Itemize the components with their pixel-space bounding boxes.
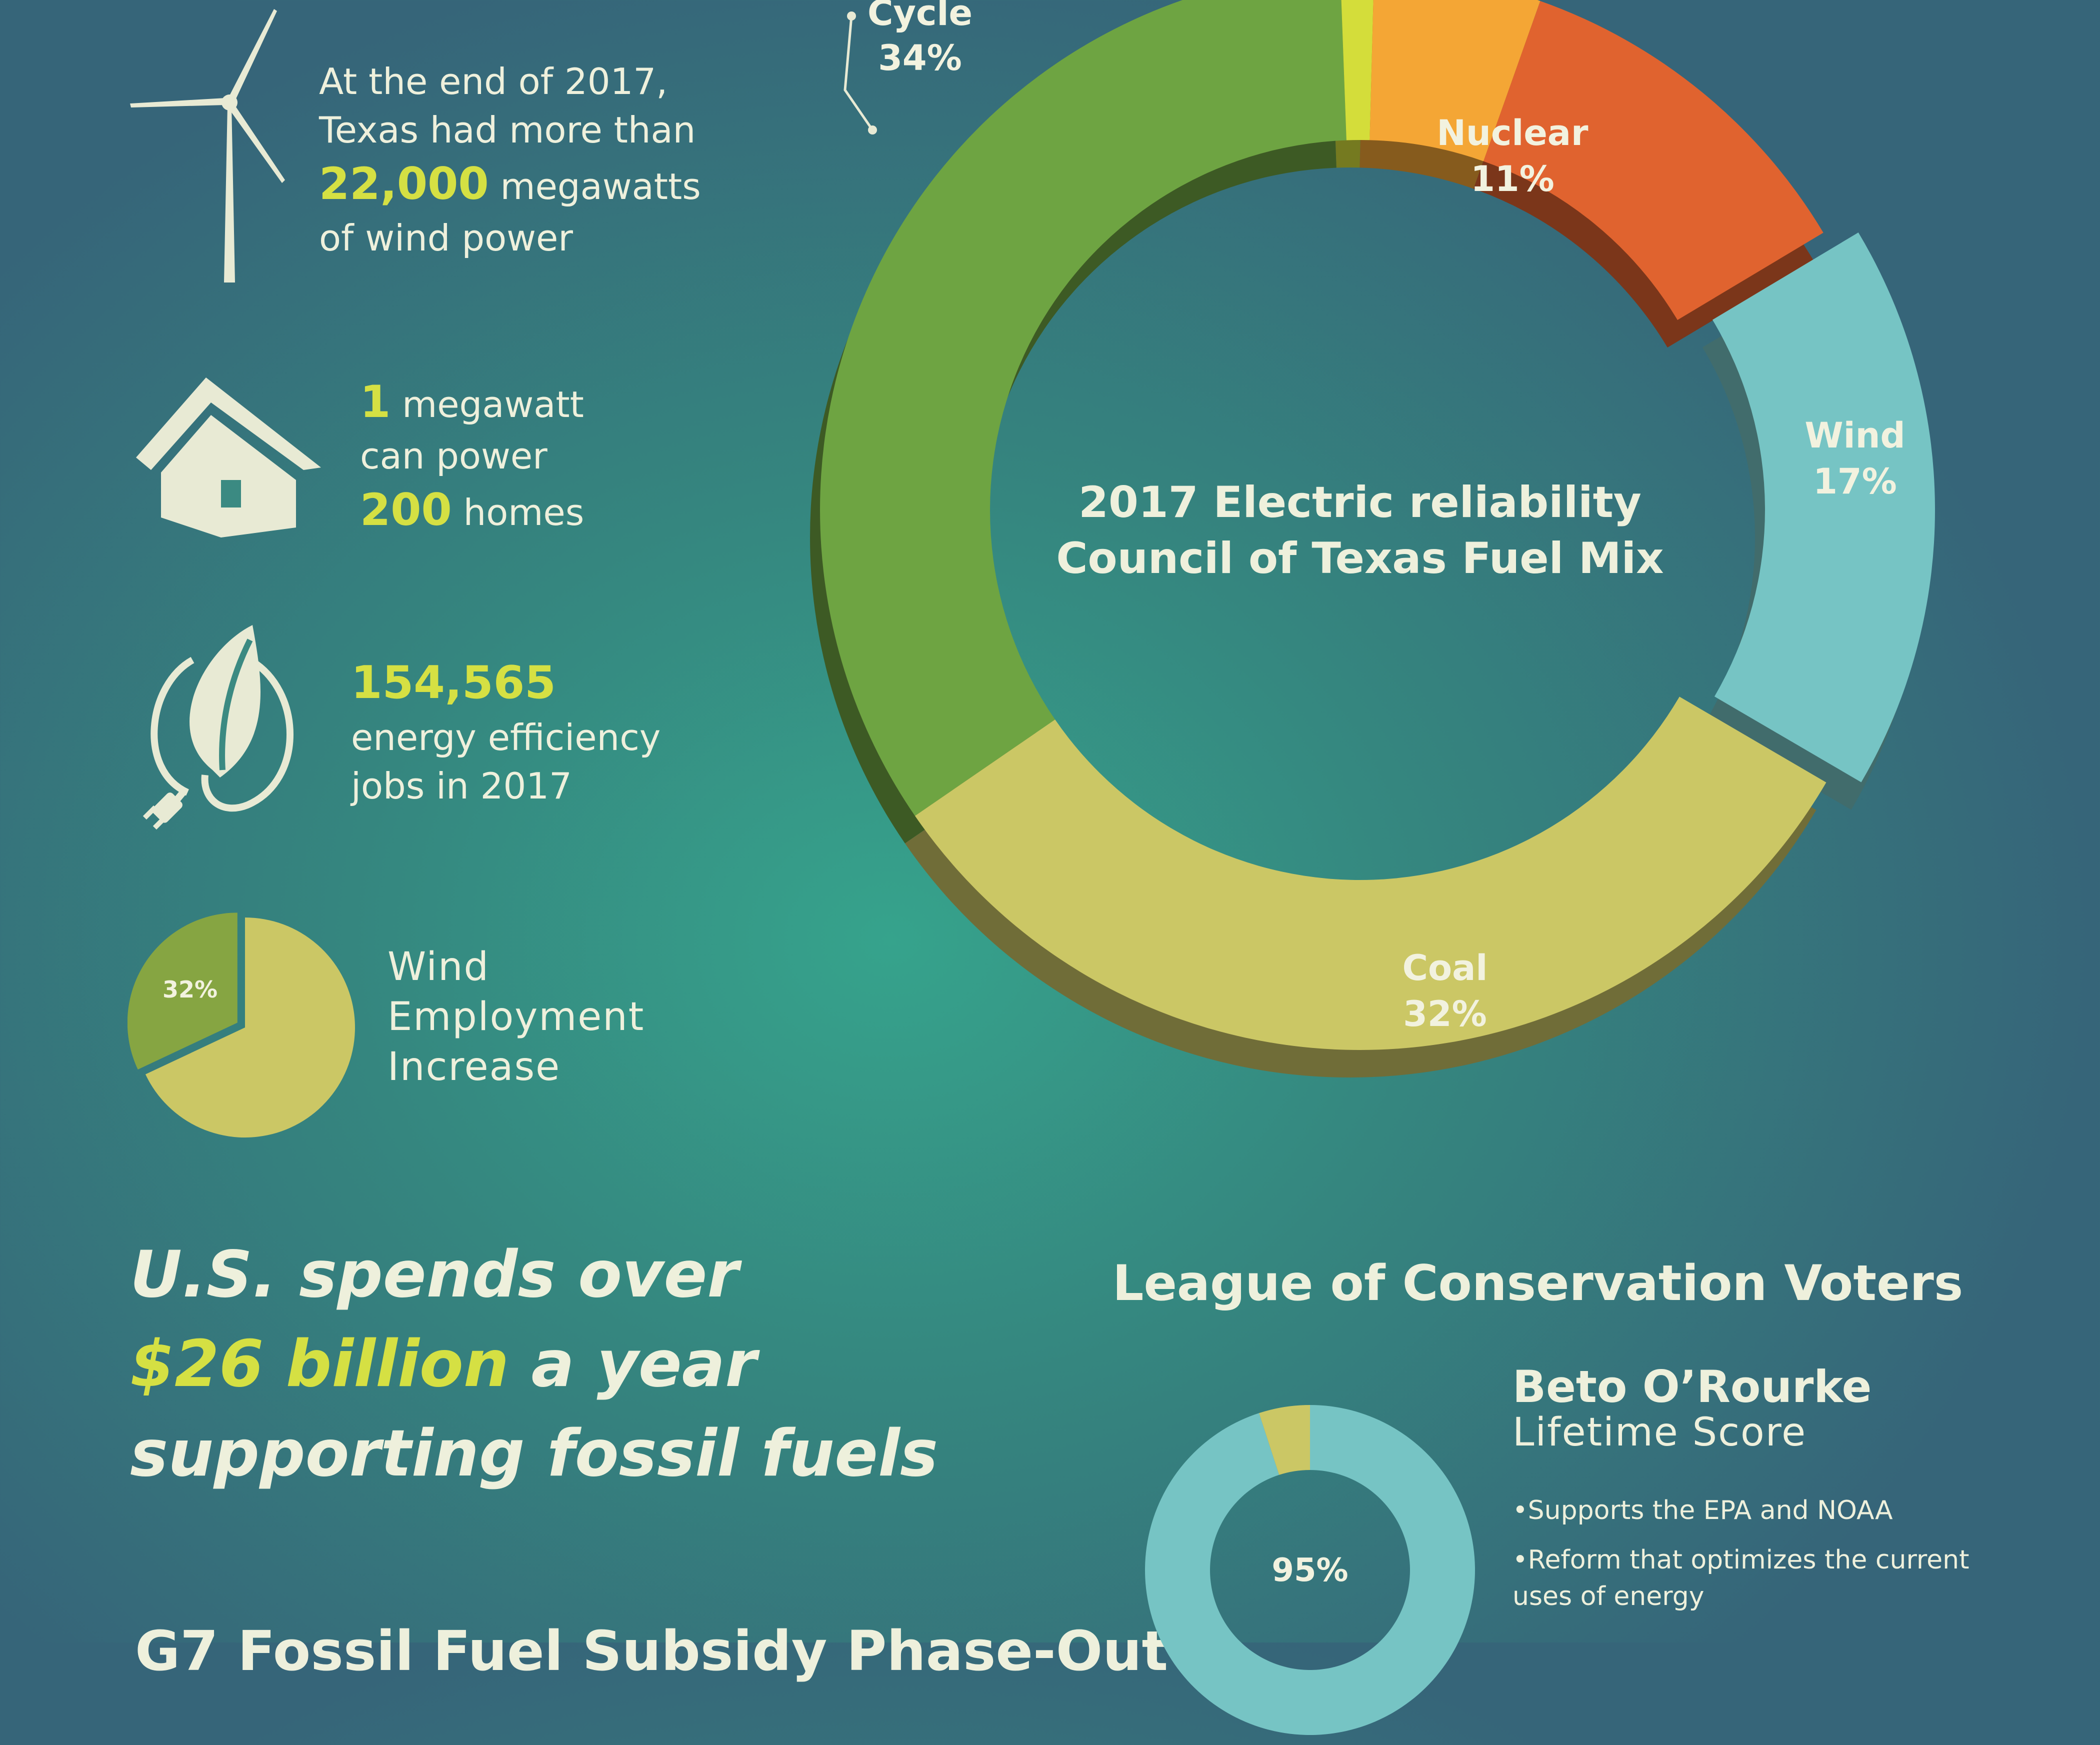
label-wind: Wind [1804,415,1905,456]
slice-combined-cycle [820,0,1346,816]
jobs-fact-line2: energy efficiency [351,716,661,758]
chart-title-text: 2017 Electric reliability Council of Tex… [1056,478,1664,584]
label-combined-cycle: Cycle [868,0,972,34]
wind-turbine-icon [130,9,285,282]
subsidy-amount: $26 billion [130,1327,509,1402]
wind-power-fact: At the end of 2017, Texas had more than … [319,58,819,262]
wind-fact-line1: At the end of 2017, [319,60,668,102]
value-nuclear: 11% [1470,158,1554,200]
homes-fact-line1: megawatt [390,384,584,426]
homes-fact: 1 megawatt can power 200 homes [360,372,810,540]
homes-fact-line2: can power [360,434,548,477]
label-coal: Coal [1402,948,1488,988]
value-coal: 32% [1403,994,1487,1034]
lcv-remainder-slice [1259,1405,1310,1475]
wind-fact-line2: Texas had more than [319,109,696,152]
leaf-plug-icon [142,625,294,830]
candidate-bullets: •Supports the EPA and NOAA •Reform that … [1512,1492,2088,1614]
leader-line [844,16,874,131]
candidate-subtitle: Lifetime Score [1512,1410,1807,1455]
wind-fact-line4: of wind power [319,217,573,260]
house-icon [136,378,321,538]
pie-wind-percent: 32% [162,976,218,1003]
lcv-score-donut: 95% [1145,1405,1475,1735]
jobs-number: 154,565 [351,656,556,709]
leader-dot-bottom [868,126,877,134]
megawatt-number: 1 [360,376,391,428]
wind-fact-line3: megawatts [488,166,701,208]
leader-dot-top [847,12,856,20]
pie-remainder-slice [145,918,355,1138]
label-nuclear: Nuclear [1436,112,1588,154]
pie-wind-slice [128,912,238,1070]
bullet-energy-reform: •Reform that optimizes the current [1512,1544,1970,1575]
jobs-fact-line3: jobs in 2017 [351,764,572,807]
slice-nuclear [1484,0,1824,320]
wind-employment-line1: Wind [388,944,490,990]
bullet-epa-noaa: •Supports the EPA and NOAA [1512,1496,1893,1526]
homes-number: 200 [360,484,452,536]
fossil-subsidy-headline: U.S. spends over $26 billion a year supp… [130,1230,1080,1499]
lcv-title: League of Conservation Voters [1112,1255,1964,1312]
value-combined-cycle: 34% [878,38,962,78]
slice-coal [914,696,1826,1050]
slice-other [1341,0,1374,140]
candidate-name: Beto O’Rourke [1512,1361,1872,1412]
jobs-fact: 154,565 energy efficiency jobs in 2017 [351,652,801,810]
subsidy-line2: a year [508,1327,757,1402]
wind-employment-line2: Employment [388,994,645,1040]
lcv-score-value: 95% [1272,1552,1348,1589]
subsidy-line1: U.S. spends over [130,1238,739,1312]
slice-orange [1370,0,1540,162]
fuel-mix-chart-title: 2017 Electric reliability Council of Tex… [1020,475,1700,587]
homes-fact-line3: homes [452,491,584,534]
wind-employment-line3: Increase [388,1044,561,1090]
wind-employment-label: Wind Employment Increase [388,942,738,1092]
subsidy-line3: supporting fossil fuels [130,1416,938,1492]
value-wind: 17% [1813,461,1897,502]
slice-wind [1712,232,1935,782]
wind-employment-pie: 32% [128,912,355,1138]
wind-megawatts-number: 22,000 [319,158,489,210]
bullet-energy-reform-cont: uses of energy [1512,1581,1704,1612]
